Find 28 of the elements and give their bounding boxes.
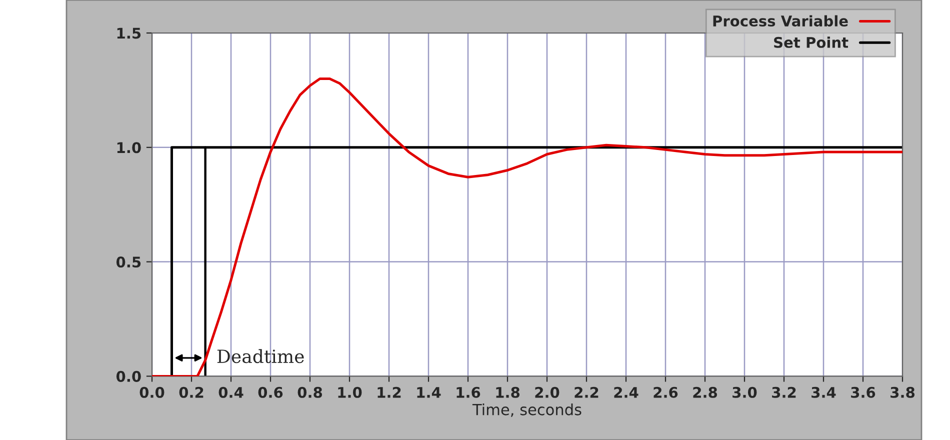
x-tick-label: 0.6	[258, 386, 283, 398]
y-tick-label: 1.0	[117, 142, 141, 154]
x-tick-label: 2.2	[574, 386, 598, 398]
x-tick-label: 2.6	[654, 386, 678, 398]
x-tick-label: 1.8	[496, 386, 520, 398]
x-tick-label: 3.8	[890, 386, 915, 398]
x-tick-label: 1.6	[456, 386, 480, 398]
x-tick-label: 1.2	[378, 386, 401, 398]
x-tick-label: 2.0	[535, 386, 560, 398]
x-tick-label: 1.0	[338, 386, 362, 398]
x-tick-label: 2.4	[614, 386, 638, 398]
x-tick-label: 3.4	[812, 386, 836, 398]
x-tick-label: 3.0	[732, 386, 757, 398]
x-tick-label: 0.2	[179, 386, 204, 398]
y-tick-label: 0.0	[116, 370, 141, 382]
x-tick-label: 3.2	[772, 386, 796, 398]
x-tick-label: 3.6	[851, 386, 876, 398]
x-tick-label: 0.4	[218, 386, 244, 398]
legend-label: Process Variable	[713, 15, 848, 27]
x-tick-label: 0.8	[298, 386, 322, 398]
x-tick-label: 0.0	[140, 386, 164, 398]
legend-label: Set Point	[774, 36, 848, 48]
x-tick-label: 1.4	[417, 387, 441, 398]
y-tick-label: 0.5	[116, 256, 141, 268]
annotation: Deadtime	[217, 349, 304, 364]
x-tick-label: 2.8	[693, 386, 718, 398]
y-tick-label: 1.5	[117, 28, 141, 39]
x-axis-title: Time, seconds	[472, 404, 582, 417]
